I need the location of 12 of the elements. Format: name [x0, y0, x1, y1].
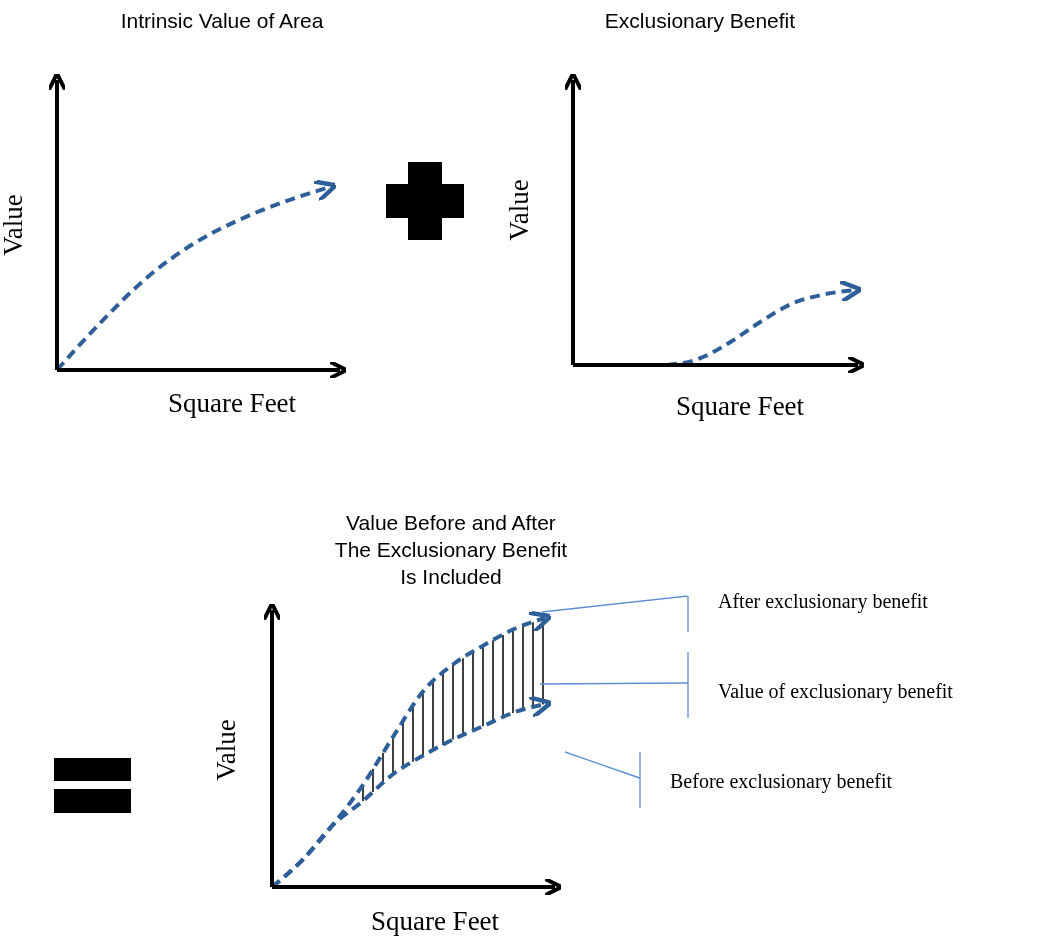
- chart-title: Value Before and After The Exclusionary Benefit Is Included: [334, 511, 568, 588]
- y-axis-title: Value: [211, 719, 241, 781]
- x-axis-title: Square Feet: [675, 391, 805, 421]
- text: Value of exclusionary benefit: [718, 680, 954, 703]
- chart-title: Exclusionary Benefit: [604, 9, 796, 32]
- y-axis-title: Value: [504, 179, 534, 241]
- text: After exclusionary benefit: [718, 590, 929, 613]
- text: Before exclusionary benefit: [670, 770, 893, 793]
- chart-title: Intrinsic Value of Area: [120, 9, 324, 32]
- y-axis-title: Value: [0, 194, 28, 256]
- x-axis-title: Square Feet: [167, 388, 297, 418]
- x-axis-title: Square Feet: [370, 906, 500, 936]
